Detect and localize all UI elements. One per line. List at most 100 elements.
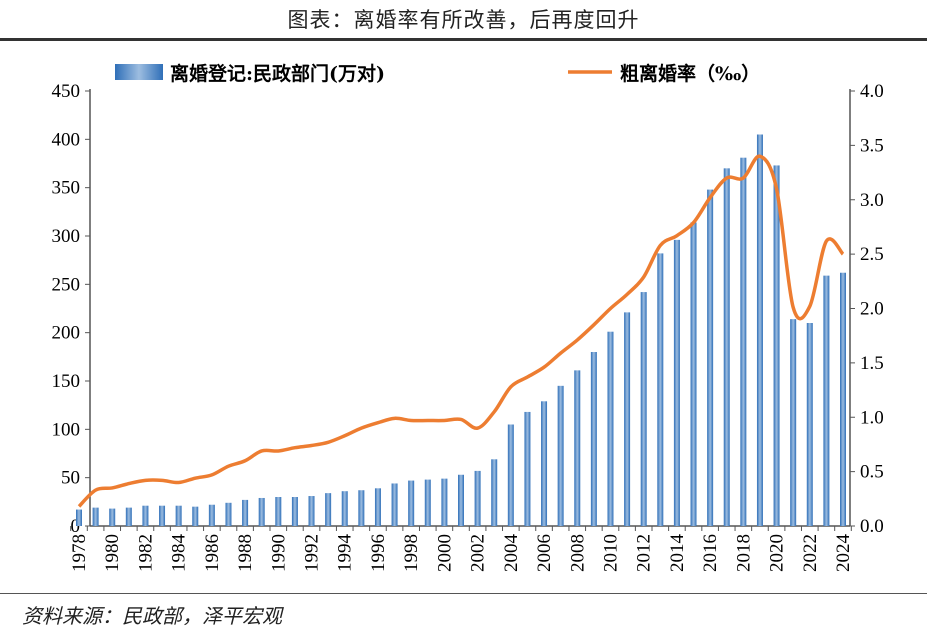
x-tick-label: 2024 xyxy=(833,534,854,573)
bar-1980 xyxy=(109,508,116,526)
x-tick-label: 1980 xyxy=(102,534,123,572)
bar-2022 xyxy=(806,323,813,526)
left-tick-label: 300 xyxy=(52,226,81,247)
x-tick-label: 2002 xyxy=(468,534,489,572)
bar-2002 xyxy=(474,470,481,526)
left-tick-label: 50 xyxy=(61,468,80,489)
x-tick-label: 2004 xyxy=(501,534,522,573)
bar-2019 xyxy=(756,134,763,526)
title-rule xyxy=(0,38,927,41)
left-tick-label: 400 xyxy=(52,129,81,150)
x-tick-label: 2000 xyxy=(434,534,455,572)
left-tick-label: 150 xyxy=(52,371,81,392)
bar-2008 xyxy=(574,370,581,526)
bar-1988 xyxy=(242,499,249,526)
bar-2014 xyxy=(673,239,680,526)
bar-1992 xyxy=(308,496,315,526)
bar-2010 xyxy=(607,331,614,526)
bar-1982 xyxy=(142,505,149,526)
right-tick-label: 3.0 xyxy=(860,190,884,211)
bar-1979 xyxy=(92,507,99,526)
chart: 离婚登记:民政部门(万对) 粗离婚率（‰） 0 50 100 150 200 250 300… xyxy=(52,62,884,573)
source-note: 资料来源：民政部，泽平宏观 xyxy=(22,604,282,628)
bar-1981 xyxy=(125,507,132,526)
bar-2004 xyxy=(507,424,514,526)
x-tick-label: 2012 xyxy=(634,534,655,572)
right-tick-label: 3.5 xyxy=(860,135,884,156)
bar-2001 xyxy=(458,474,464,526)
left-tick-label: 450 xyxy=(52,81,81,102)
x-tick-label: 2008 xyxy=(567,534,588,572)
bar-1999 xyxy=(424,479,431,526)
bar-1991 xyxy=(291,497,298,526)
right-tick-label: 4.0 xyxy=(860,81,884,102)
bar-2015 xyxy=(690,222,697,526)
bar-2012 xyxy=(640,292,647,526)
bar-2009 xyxy=(590,352,597,526)
source-rule xyxy=(0,593,927,594)
bar-2016 xyxy=(707,189,714,526)
x-tick-label: 1988 xyxy=(235,534,256,572)
bar-1985 xyxy=(192,506,199,526)
x-tick-label: 2010 xyxy=(600,534,621,572)
x-tick-label: 1990 xyxy=(268,534,289,572)
bar-1983 xyxy=(159,505,166,526)
bar-1987 xyxy=(225,502,232,526)
x-tick-label: 2022 xyxy=(800,534,821,572)
bar-1993 xyxy=(325,493,332,526)
right-tick-label: 2.0 xyxy=(860,299,884,320)
right-tick-label: 2.5 xyxy=(860,244,884,265)
x-tick-label: 1978 xyxy=(69,534,90,572)
legend-bar-swatch xyxy=(115,64,163,80)
bar-1990 xyxy=(275,497,282,526)
right-tick-label: 1.5 xyxy=(860,353,884,374)
right-tick-label: 1.0 xyxy=(860,407,884,428)
divorce-rate-line xyxy=(77,154,845,508)
x-tick-label: 1992 xyxy=(302,534,323,572)
chart-title: 图表：离婚率有所改善，后再度回升 xyxy=(287,8,640,32)
bar-1978 xyxy=(76,509,82,526)
x-tick-label: 1986 xyxy=(202,534,223,572)
bar-2023 xyxy=(823,275,830,526)
x-tick-label: 2020 xyxy=(767,534,788,572)
x-tick-label: 2016 xyxy=(700,534,721,572)
left-tick-label: 250 xyxy=(52,274,81,295)
legend-line-label: 粗离婚率（‰） xyxy=(620,62,760,85)
bar-1986 xyxy=(208,504,215,526)
right-tick-label: 0.0 xyxy=(860,516,884,537)
bar-1994 xyxy=(341,491,348,526)
bar-1997 xyxy=(391,483,398,526)
x-tick-label: 1994 xyxy=(335,534,356,573)
legend: 离婚登记:民政部门(万对) 粗离婚率（‰） xyxy=(115,62,760,85)
bar-2021 xyxy=(790,319,797,526)
left-tick-label: 100 xyxy=(52,419,81,440)
bar-2018 xyxy=(740,157,747,526)
left-tick-label: 350 xyxy=(52,178,81,199)
x-tick-label: 1996 xyxy=(368,534,389,572)
bar-2020 xyxy=(773,165,780,526)
bar-2005 xyxy=(524,411,531,526)
right-tick-label: 0.5 xyxy=(860,462,884,483)
bar-2024 xyxy=(840,272,846,526)
x-tick-label: 2014 xyxy=(667,534,688,573)
legend-bar-label: 离婚登记:民政部门(万对) xyxy=(170,62,385,85)
x-tick-label: 1984 xyxy=(169,534,190,573)
x-tick-label: 1982 xyxy=(135,534,156,572)
bar-2013 xyxy=(657,253,664,526)
bar-1989 xyxy=(258,497,265,526)
bar-2006 xyxy=(541,401,548,526)
bar-2000 xyxy=(441,478,448,526)
x-tick-label: 2006 xyxy=(534,534,555,572)
bar-1984 xyxy=(175,505,182,526)
bar-1996 xyxy=(374,488,381,526)
bar-2007 xyxy=(557,385,564,526)
bar-2011 xyxy=(624,312,631,526)
bar-1995 xyxy=(358,490,365,526)
left-tick-label: 200 xyxy=(52,323,81,344)
bar-2017 xyxy=(723,168,730,527)
bar-2003 xyxy=(491,459,498,526)
x-tick-label: 1998 xyxy=(401,534,422,572)
bar-1998 xyxy=(408,480,415,526)
left-tick-label: 0 xyxy=(71,516,81,537)
x-tick-label: 2018 xyxy=(733,534,754,572)
